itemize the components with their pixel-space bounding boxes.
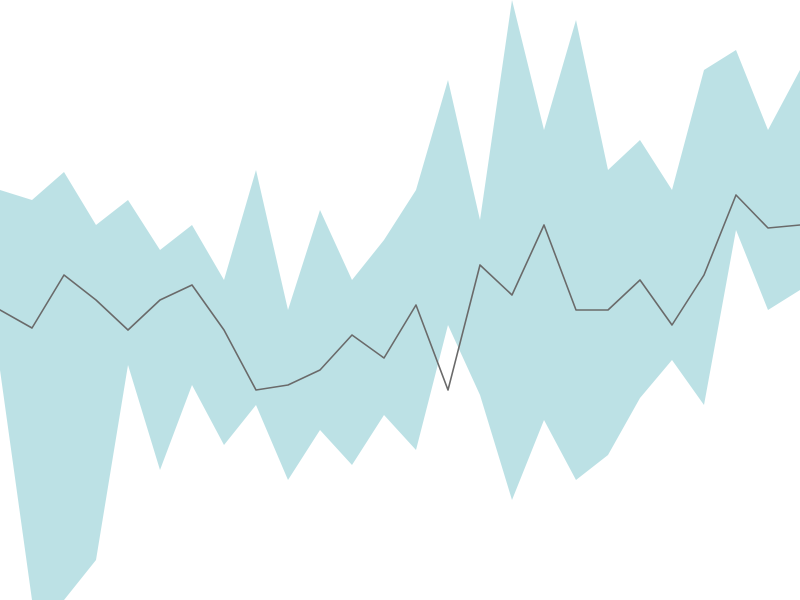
confidence-band-chart (0, 0, 800, 600)
